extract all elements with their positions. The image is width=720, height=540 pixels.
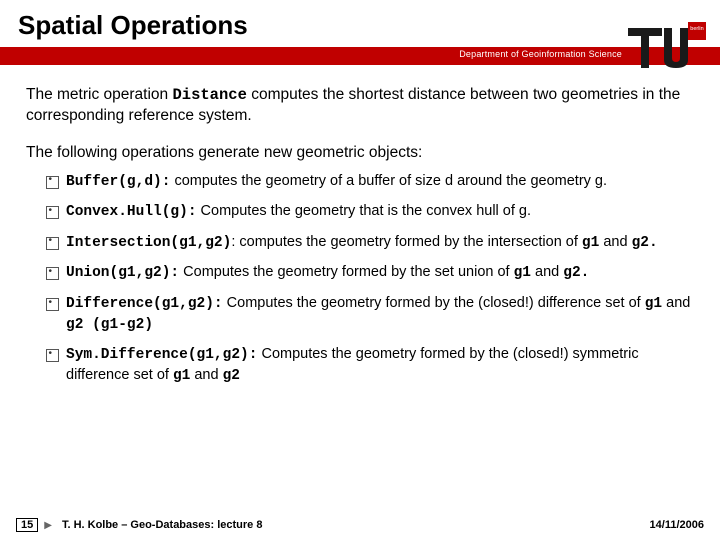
footer: 15 ▶ T. H. Kolbe – Geo-Databases: lectur… — [0, 518, 720, 532]
text: computes the geometry of a buffer of siz… — [170, 173, 607, 189]
tu-logo: berlin — [628, 22, 706, 70]
code-buffer: Buffer(g,d): — [66, 174, 170, 190]
footer-text: T. H. Kolbe – Geo-Databases: lecture 8 — [62, 519, 263, 531]
department-label: Department of Geoinformation Science — [459, 49, 622, 59]
text: : computes the geometry formed by the in… — [231, 234, 582, 250]
code-g1: g1 — [582, 235, 599, 251]
code-symdifference: Sym.Difference(g1,g2): — [66, 347, 257, 363]
content-area: The metric operation Distance computes t… — [0, 65, 720, 386]
text: and — [190, 367, 222, 383]
code-tail: (g1-g2) — [83, 317, 153, 333]
para1-pre: The metric operation — [26, 86, 172, 103]
code-g1: g1 — [514, 265, 531, 281]
text: Computes the geometry that is the convex… — [197, 203, 531, 219]
code-g2: g2. — [563, 265, 589, 281]
code-distance: Distance — [172, 86, 246, 104]
code-g1: g1 — [173, 368, 190, 384]
text: Computes the geometry formed by the (clo… — [223, 295, 645, 311]
code-g2: g2. — [632, 235, 658, 251]
code-g2: g2 — [223, 368, 240, 384]
text: and — [599, 234, 631, 250]
code-union: Union(g1,g2): — [66, 265, 179, 281]
code-difference: Difference(g1,g2): — [66, 296, 223, 312]
footer-date: 14/11/2006 — [650, 519, 704, 531]
footer-arrow-icon: ▶ — [44, 520, 52, 531]
slide-title: Spatial Operations — [0, 0, 720, 47]
list-item: • Difference(g1,g2): Computes the geomet… — [46, 294, 694, 335]
paragraph-intro: The following operations generate new ge… — [26, 143, 694, 164]
text: Computes the geometry formed by the set … — [179, 264, 513, 280]
header-red-bar: Department of Geoinformation Science — [0, 47, 720, 65]
code-convexhull: Convex.Hull(g): — [66, 204, 197, 220]
code-intersection: Intersection(g1,g2) — [66, 235, 231, 251]
operations-list: • Buffer(g,d): computes the geometry of … — [26, 172, 694, 387]
text: and — [662, 295, 690, 311]
text: and — [531, 264, 563, 280]
list-item: • Intersection(g1,g2): computes the geom… — [46, 233, 694, 254]
list-item: • Sym.Difference(g1,g2): Computes the ge… — [46, 345, 694, 386]
list-item: • Buffer(g,d): computes the geometry of … — [46, 172, 694, 193]
paragraph-distance: The metric operation Distance computes t… — [26, 85, 694, 127]
code-g2: g2 — [66, 317, 83, 333]
list-item: • Union(g1,g2): Computes the geometry fo… — [46, 263, 694, 284]
svg-text:berlin: berlin — [690, 26, 703, 32]
page-number: 15 — [16, 518, 38, 532]
list-item: • Convex.Hull(g): Computes the geometry … — [46, 202, 694, 223]
code-g1: g1 — [645, 296, 662, 312]
